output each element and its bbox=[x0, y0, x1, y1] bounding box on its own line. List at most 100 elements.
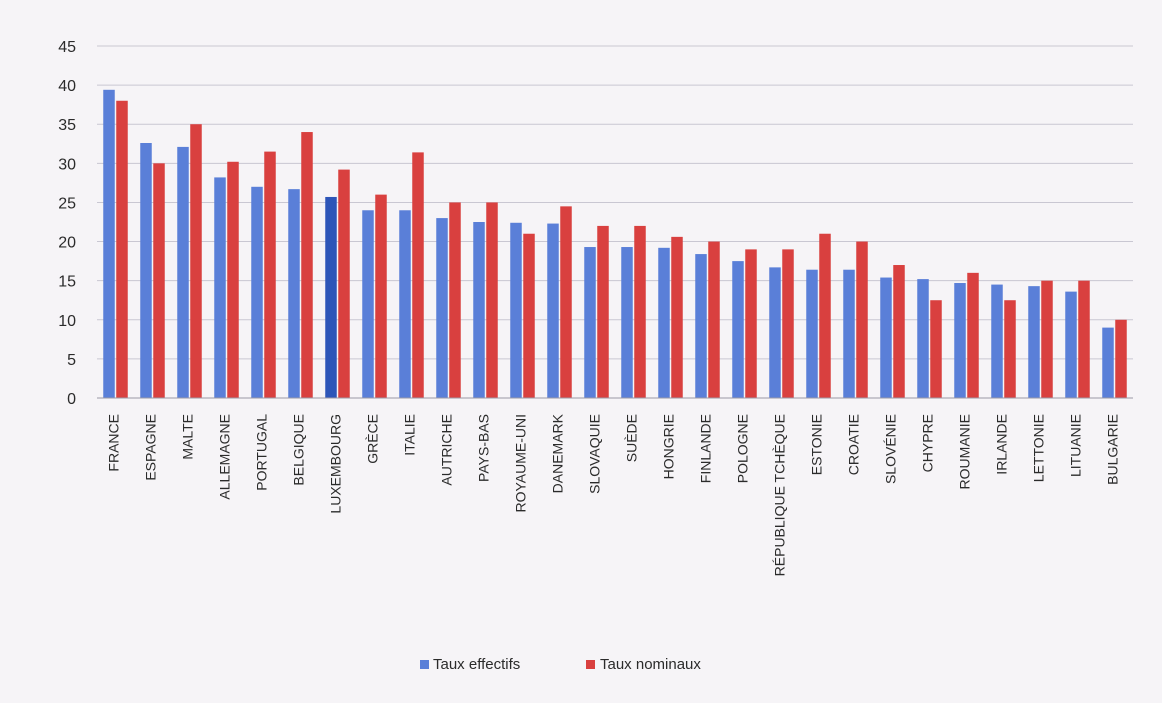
bar-effectifs-13 bbox=[584, 247, 596, 398]
bar-nominaux-14 bbox=[634, 225, 646, 398]
x-tick-label: SLOVÉNIE bbox=[883, 414, 899, 484]
bar-nominaux-20 bbox=[856, 241, 868, 398]
bar-nominaux-19 bbox=[819, 233, 831, 398]
bar-nominaux-1 bbox=[153, 163, 165, 398]
bar-nominaux-7 bbox=[375, 194, 387, 398]
x-tick-label: POLOGNE bbox=[735, 414, 751, 483]
bar-effectifs-0 bbox=[103, 89, 115, 398]
bar-nominaux-26 bbox=[1078, 280, 1090, 398]
x-tick-label: BULGARIE bbox=[1105, 414, 1121, 485]
bar-effectifs-1 bbox=[140, 142, 152, 398]
bar-effectifs-2 bbox=[177, 146, 189, 398]
bar-nominaux-23 bbox=[967, 272, 979, 398]
x-tick-label: CHYPRE bbox=[920, 414, 936, 472]
bar-effectifs-24 bbox=[991, 284, 1003, 398]
bar-nominaux-12 bbox=[560, 206, 572, 398]
y-tick-label: 45 bbox=[58, 39, 76, 56]
bar-nominaux-6 bbox=[338, 169, 350, 398]
bar-effectifs-9 bbox=[436, 218, 448, 398]
bar-effectifs-18 bbox=[769, 267, 781, 398]
bars bbox=[103, 89, 1127, 399]
bar-effectifs-11 bbox=[510, 222, 522, 398]
x-tick-label: GRÈCE bbox=[365, 414, 381, 464]
x-tick-label: RÉPUBLIQUE TCHÈQUE bbox=[772, 414, 788, 576]
bar-nominaux-16 bbox=[708, 241, 720, 398]
x-tick-label: PORTUGAL bbox=[254, 414, 270, 491]
bar-nominaux-22 bbox=[930, 300, 942, 398]
x-tick-label: CROATIE bbox=[846, 414, 862, 475]
x-tick-label: ROYAUME-UNI bbox=[513, 414, 529, 513]
bar-nominaux-5 bbox=[301, 132, 313, 399]
bar-effectifs-26 bbox=[1065, 291, 1077, 398]
bar-effectifs-6 bbox=[325, 196, 337, 398]
y-tick-label: 20 bbox=[58, 235, 76, 252]
y-tick-label: 25 bbox=[58, 195, 76, 212]
bar-nominaux-11 bbox=[523, 233, 535, 398]
x-tick-label: ROUMANIE bbox=[957, 414, 973, 489]
bar-nominaux-27 bbox=[1115, 319, 1127, 398]
x-tick-label: IRLANDE bbox=[994, 414, 1010, 475]
x-tick-label: FINLANDE bbox=[698, 414, 714, 483]
bar-effectifs-21 bbox=[880, 277, 892, 398]
bar-effectifs-19 bbox=[806, 269, 818, 398]
x-tick-label: ALLEMAGNE bbox=[217, 414, 233, 500]
bar-effectifs-12 bbox=[547, 223, 559, 398]
bar-nominaux-18 bbox=[782, 249, 794, 398]
bar-nominaux-24 bbox=[1004, 300, 1016, 398]
x-tick-label: SUÈDE bbox=[624, 414, 640, 462]
x-tick-label: LUXEMBOURG bbox=[328, 414, 344, 514]
bar-effectifs-23 bbox=[954, 283, 966, 398]
x-tick-label: LETTONIE bbox=[1031, 414, 1047, 482]
x-tick-label: FRANCE bbox=[106, 414, 122, 472]
bar-nominaux-21 bbox=[893, 265, 905, 398]
y-tick-label: 35 bbox=[58, 117, 76, 134]
legend-swatch-nominaux bbox=[586, 660, 595, 669]
x-tick-label: DANEMARK bbox=[550, 413, 566, 493]
bar-nominaux-25 bbox=[1041, 280, 1053, 398]
bar-nominaux-0 bbox=[116, 100, 128, 398]
bar-effectifs-8 bbox=[399, 210, 411, 398]
x-tick-label: SLOVAQUIE bbox=[587, 414, 603, 494]
bar-nominaux-3 bbox=[227, 161, 239, 398]
x-tick-label: LITUANIE bbox=[1068, 414, 1084, 477]
bar-nominaux-4 bbox=[264, 151, 276, 398]
x-tick-label: ESPAGNE bbox=[143, 414, 159, 481]
bar-effectifs-3 bbox=[214, 177, 226, 398]
bar-effectifs-7 bbox=[362, 210, 374, 398]
bar-effectifs-20 bbox=[843, 269, 855, 398]
x-tick-label: HONGRIE bbox=[661, 414, 677, 479]
bar-nominaux-2 bbox=[190, 124, 202, 398]
legend-label-nominaux: Taux nominaux bbox=[600, 656, 701, 673]
y-axis-ticks: 0 5 10 15 20 25 30 35 40 45 bbox=[58, 39, 76, 408]
x-tick-label: AUTRICHE bbox=[439, 414, 455, 486]
y-tick-label: 15 bbox=[58, 274, 76, 291]
legend-label-effectifs: Taux effectifs bbox=[433, 656, 520, 673]
x-tick-label: BELGIQUE bbox=[291, 414, 307, 486]
x-tick-label: MALTE bbox=[180, 414, 196, 460]
x-tick-label: ESTONIE bbox=[809, 414, 825, 475]
bar-effectifs-15 bbox=[658, 247, 670, 398]
legend: Taux effectifs Taux nominaux bbox=[420, 656, 701, 673]
y-tick-label: 10 bbox=[58, 313, 76, 330]
bar-effectifs-16 bbox=[695, 254, 707, 398]
legend-swatch-effectifs bbox=[420, 660, 429, 669]
bar-nominaux-13 bbox=[597, 225, 609, 398]
bar-nominaux-10 bbox=[486, 202, 498, 398]
x-tick-label: ITALIE bbox=[402, 414, 418, 456]
bar-nominaux-17 bbox=[745, 249, 757, 398]
bar-nominaux-15 bbox=[671, 236, 683, 398]
bar-nominaux-8 bbox=[412, 152, 424, 398]
bar-effectifs-22 bbox=[917, 279, 929, 398]
y-tick-label: 5 bbox=[67, 352, 76, 369]
bar-effectifs-10 bbox=[473, 222, 485, 398]
bar-effectifs-5 bbox=[288, 189, 300, 398]
y-tick-label: 0 bbox=[67, 391, 76, 408]
bar-effectifs-17 bbox=[732, 261, 744, 398]
x-axis-ticks: FRANCE ESPAGNE MALTE ALLEMAGNE PORTUGAL BELGI… bbox=[106, 413, 1121, 576]
bar-effectifs-14 bbox=[621, 247, 633, 398]
bar-effectifs-4 bbox=[251, 186, 263, 398]
x-tick-label: PAYS-BAS bbox=[476, 414, 492, 482]
